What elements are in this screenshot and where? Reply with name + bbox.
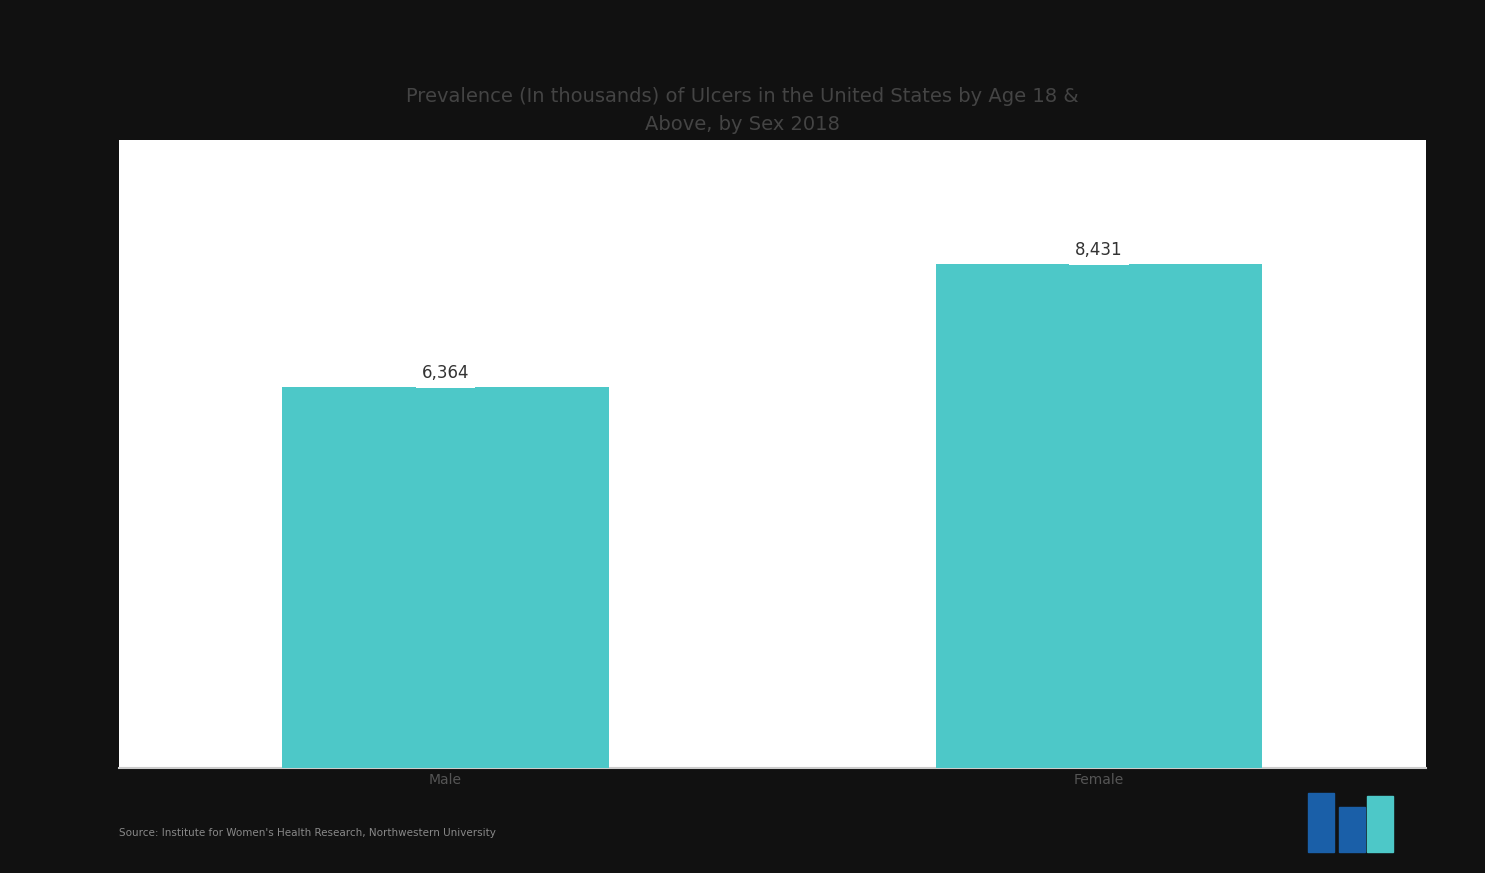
Bar xyxy=(1308,793,1334,852)
Bar xyxy=(282,388,609,768)
Text: Prevalence (In thousands) of Ulcers in the United States by Age 18 &
Above, by S: Prevalence (In thousands) of Ulcers in t… xyxy=(407,87,1078,134)
Bar xyxy=(1339,807,1365,852)
Text: Source: Institute for Women's Health Research, Northwestern University: Source: Institute for Women's Health Res… xyxy=(119,828,496,838)
Bar xyxy=(936,264,1262,768)
Text: 6,364: 6,364 xyxy=(422,365,469,382)
Bar xyxy=(1368,796,1393,852)
Text: 8,431: 8,431 xyxy=(1075,241,1123,258)
